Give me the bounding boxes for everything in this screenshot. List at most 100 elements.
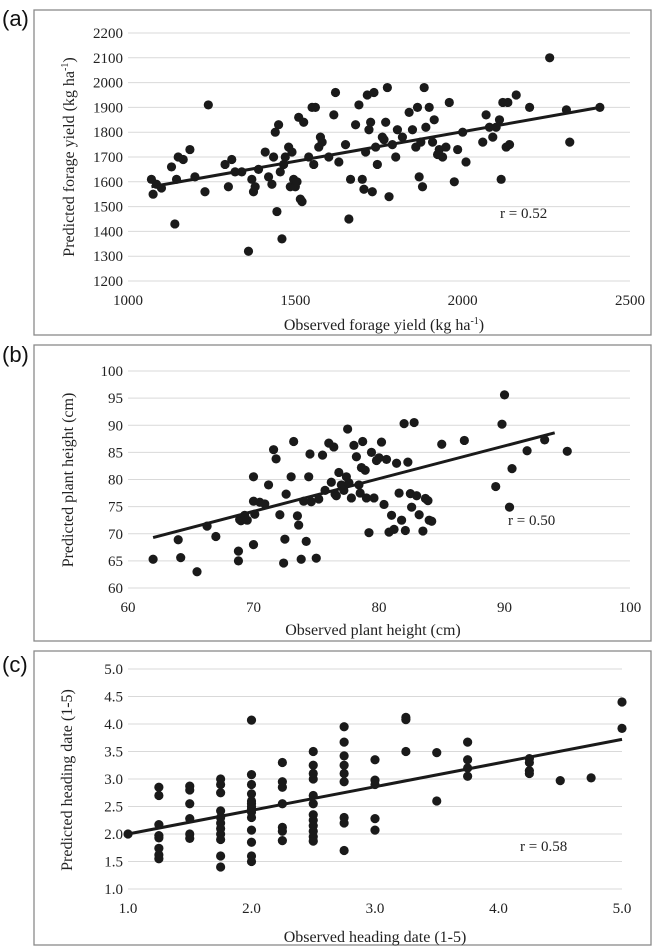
panel-b-data-point: [349, 440, 359, 450]
panel-a-data-point: [345, 174, 356, 184]
panel-a-y-ticks: 1200 1300 1400 1500 1600 1700 1800 1900 2000 2100…: [93, 26, 123, 290]
panel-a-data-point: [354, 100, 364, 110]
panel-a-data-point: [171, 174, 182, 184]
panel-b-data-point: [299, 496, 309, 506]
panel-b-data-point: [409, 417, 419, 428]
panel-a-data-point: [267, 179, 277, 189]
panel-c-data-point: [370, 779, 380, 790]
panel-a-letter: (a): [2, 6, 29, 31]
panel-a-data-point: [203, 100, 213, 110]
panel-a-y-tick-label: 1300: [93, 249, 123, 265]
panel-c-data-point: [308, 799, 318, 809]
panel-a-data-point: [387, 140, 397, 150]
panel-b-data-point: [491, 481, 501, 492]
panel-b-y-tick-label: 60: [108, 581, 123, 597]
panel-b-data-point: [326, 477, 336, 487]
panel-c-y-tick-label: 4.0: [104, 717, 123, 733]
panel-a-data-point: [330, 87, 341, 98]
panel-c-data-point: [463, 737, 473, 747]
panel-b-x-tick-label: 90: [497, 600, 512, 616]
panel-a-data-point: [366, 117, 376, 127]
panel-b-trend-line: [152, 431, 556, 539]
panel-b-data-point: [296, 554, 306, 564]
panel-c-y-tick-label: 1.5: [104, 855, 123, 871]
panel-b-data-point: [275, 510, 285, 520]
panel-a-data-point: [274, 120, 284, 130]
panel-a-data-point: [359, 184, 369, 194]
panel-a-data-point: [449, 177, 459, 187]
panel-b-data-point: [280, 534, 290, 544]
panel-c-data-point: [401, 746, 411, 757]
panel-b-data-point: [289, 436, 299, 447]
panel-b-data-point: [389, 524, 399, 535]
panel-a-data-point: [417, 182, 428, 192]
panel-c-data-point: [432, 748, 442, 758]
panel-a-data-point: [511, 90, 521, 100]
panel-b-data-point: [248, 540, 259, 550]
panel-a-data-point: [156, 183, 167, 193]
panel-b-data-point: [540, 435, 550, 445]
panel-b-data-point: [343, 424, 353, 434]
panel-b-data-point: [356, 462, 367, 473]
panel-b-data-point: [423, 496, 433, 506]
panel-c-data-point: [246, 812, 257, 823]
panel-b-data-point: [173, 535, 183, 545]
panel-b: (b) 60 65 70 75 80 85 90 95 100 60 70 80 90 100 r = …: [2, 342, 652, 642]
panel-b-data-point: [418, 526, 428, 536]
panel-a-data-point: [260, 147, 270, 157]
panel-a-y-tick-label: 1400: [93, 224, 123, 240]
panel-a-data-point: [317, 137, 327, 147]
panel-b-data-point: [250, 509, 260, 519]
panel-a-y-tick-label: 1600: [93, 175, 123, 191]
panel-c-y-axis-title: Predicted heading date (1-5): [59, 689, 76, 871]
panel-c-data-point: [216, 834, 226, 845]
panel-a-data-point: [185, 144, 195, 155]
panel-a-data-point: [369, 87, 379, 98]
panel-a-data-point: [397, 132, 408, 142]
panel-b-y-axis-title: Predicted plant height (cm): [60, 393, 77, 568]
panel-a-data-point: [525, 102, 535, 112]
panel-a-data-point: [429, 115, 439, 125]
panel-b-y-tick-label: 75: [108, 500, 123, 516]
panel-a-data-point: [565, 137, 575, 147]
panel-a-data-point: [280, 152, 290, 162]
panel-c-data-point: [246, 825, 257, 835]
panel-a: (a) 1200 1300 1400 1500 1600 1700 1800 1900 2000…: [2, 6, 652, 336]
panel-b-y-tick-label: 95: [108, 391, 123, 407]
panel-b-data-point: [233, 556, 244, 566]
panel-c-r-label: r = 0.58: [520, 839, 567, 855]
panel-a-data-point: [277, 234, 287, 244]
panel-c-data-point: [555, 776, 565, 786]
panel-a-x-ticks: 1000 1500 2000 2500: [113, 293, 645, 309]
panel-a-data-point: [504, 140, 515, 150]
panel-c-data-point: [185, 833, 195, 844]
panel-c-data-point: [308, 790, 318, 801]
panel-a-x-tick-label: 2000: [448, 293, 478, 309]
panel-b-data-point: [381, 454, 392, 465]
panel-b-data-point: [263, 480, 274, 490]
panel-a-data-point: [545, 53, 555, 63]
panel-a-data-point: [148, 189, 158, 199]
panel-a-data-point: [270, 127, 280, 137]
panel-b-data-point: [437, 439, 447, 449]
panel-c-data-point: [339, 722, 349, 732]
panel-b-data-point: [304, 472, 314, 482]
panel-a-y-tick-label: 1700: [93, 150, 123, 166]
panel-b-grid: [128, 370, 630, 589]
panel-b-data-point: [242, 515, 252, 525]
panel-b-y-tick-label: 85: [108, 445, 123, 461]
panel-b-data-point: [386, 510, 397, 520]
panel-c-data-point: [370, 755, 380, 765]
panel-c-data-point: [339, 777, 349, 787]
panel-b-data-point: [286, 472, 296, 482]
panel-b-x-tick-label: 60: [121, 600, 136, 616]
panel-c-data-point: [277, 826, 287, 836]
panel-b-data-point: [192, 567, 202, 577]
panel-b-data-point: [369, 493, 379, 503]
panel-b-data-point: [344, 478, 354, 488]
panel-c-data-point: [463, 763, 473, 773]
panel-b-data-point: [292, 511, 303, 521]
panel-a-data-point: [481, 110, 491, 120]
panel-c-data-point: [246, 779, 257, 790]
